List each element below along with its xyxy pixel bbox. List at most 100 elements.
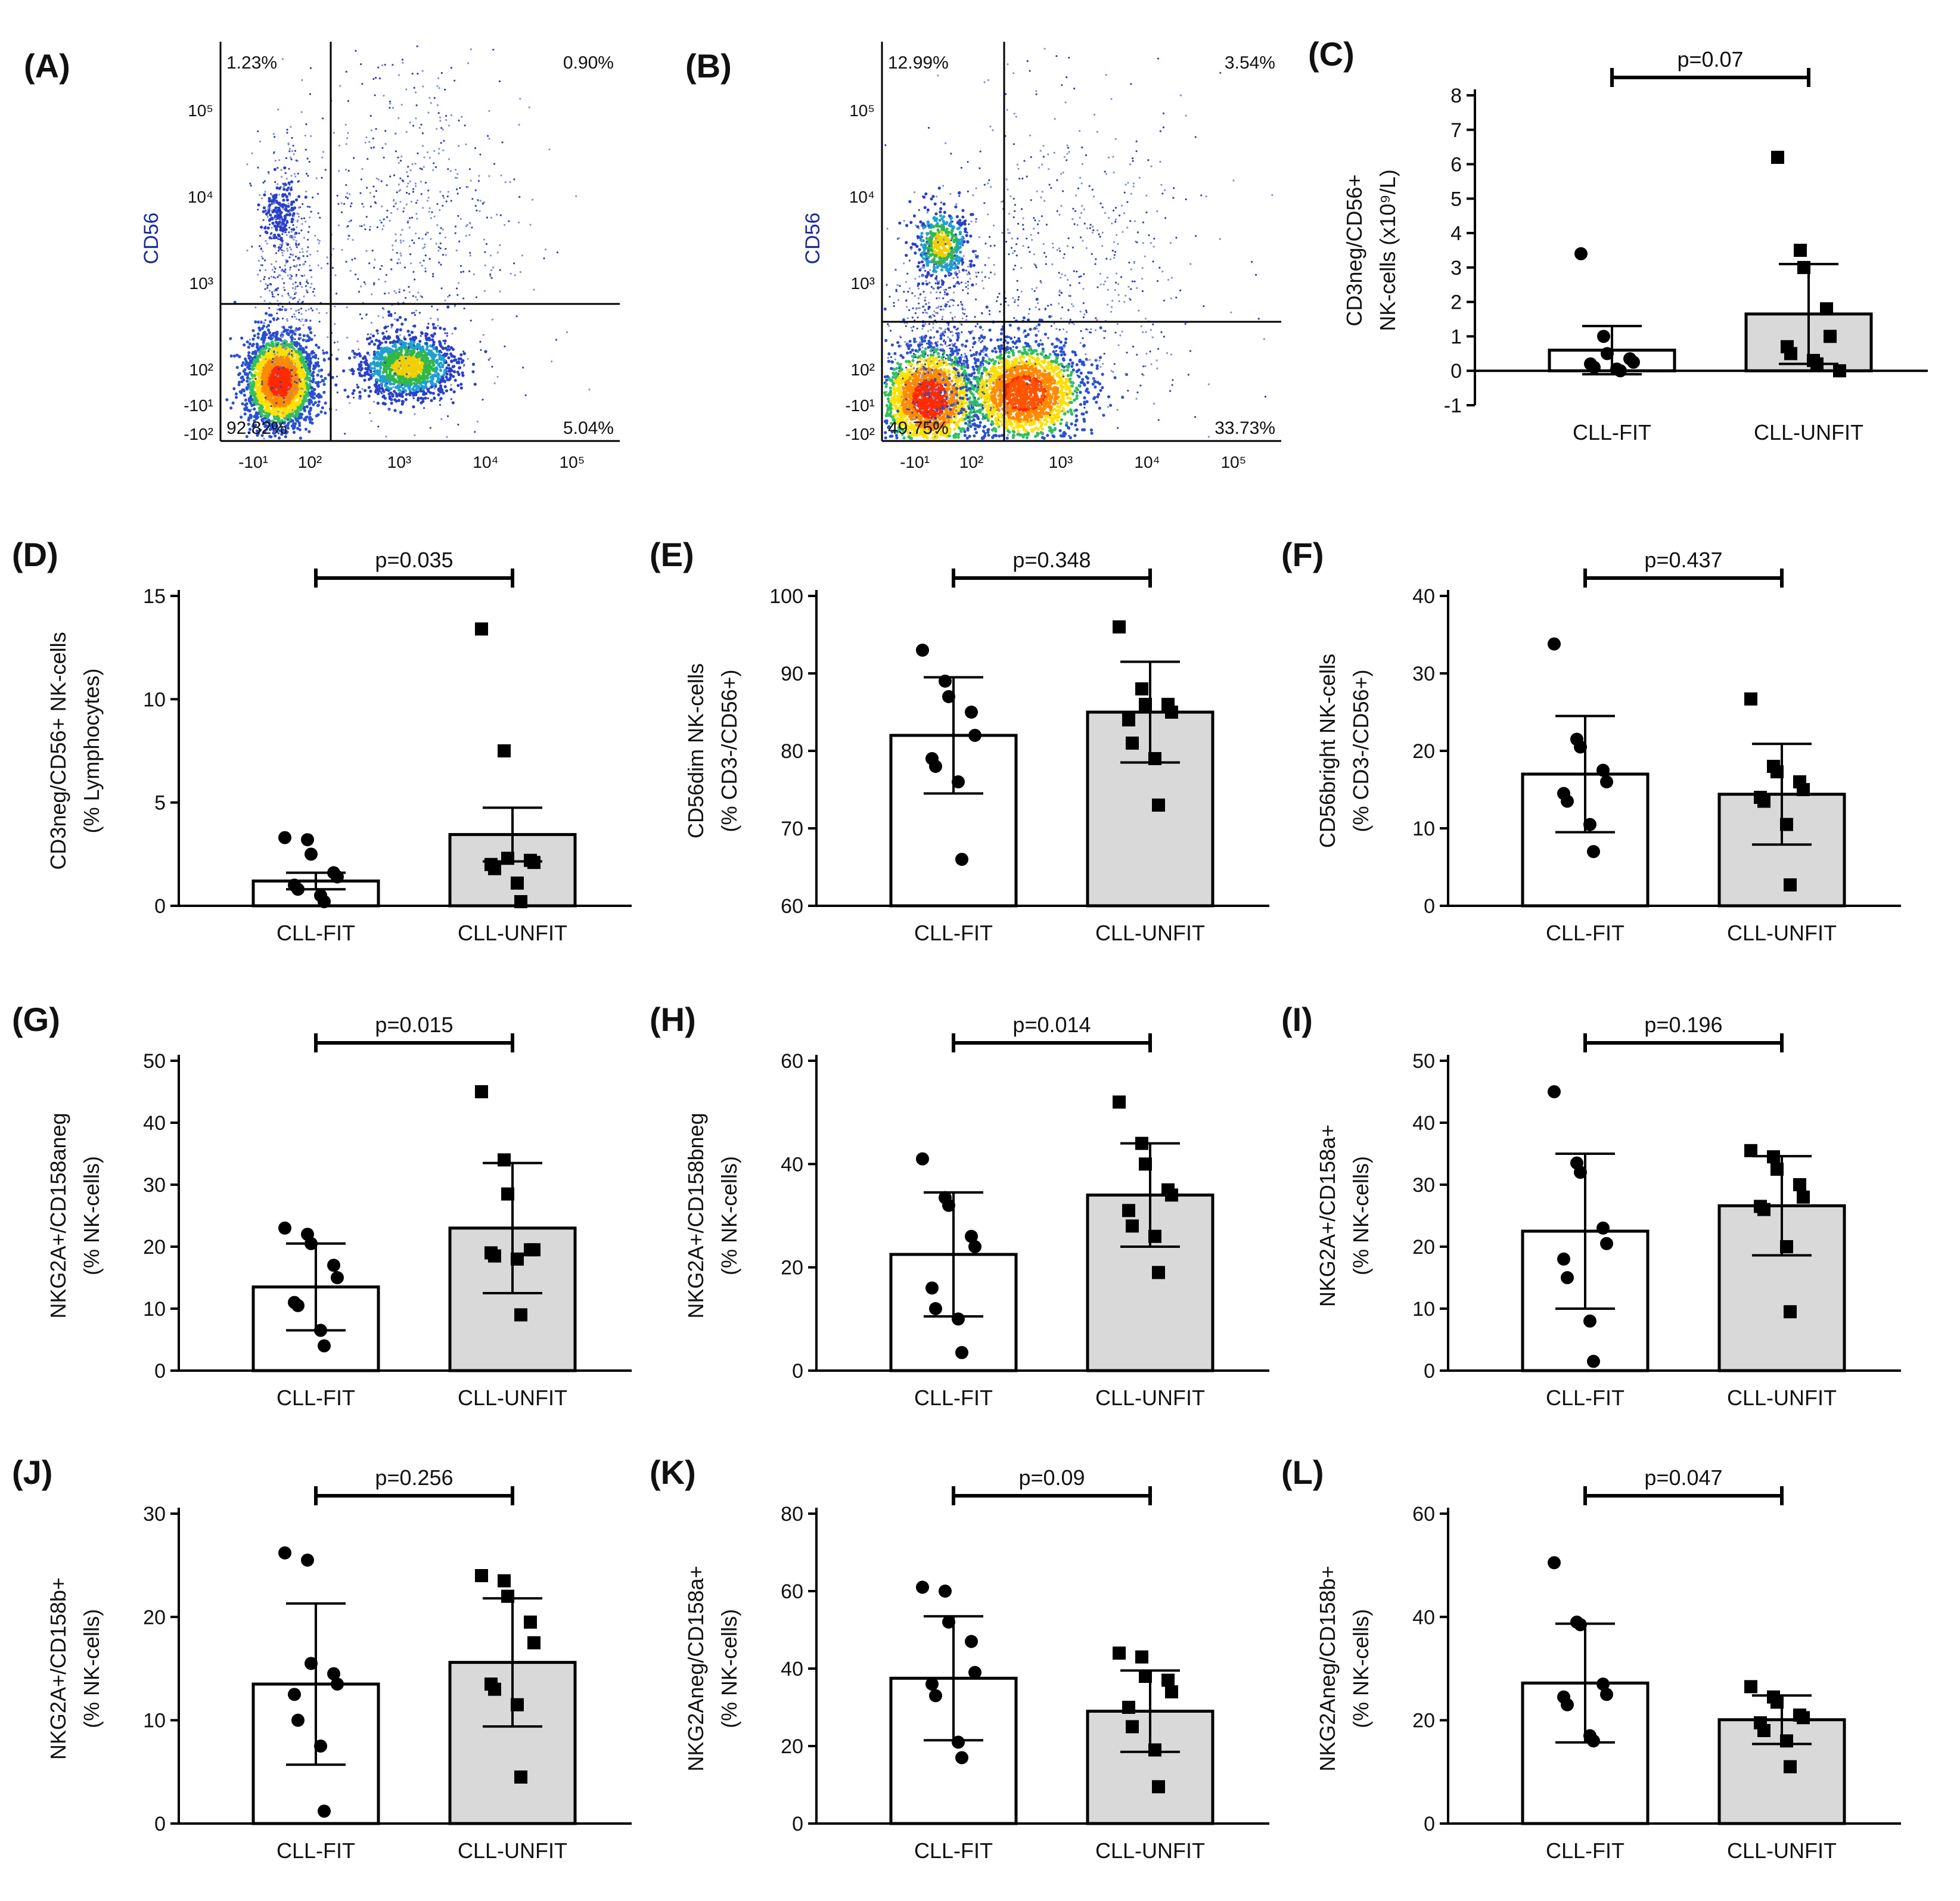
event-dot-4	[281, 326, 283, 328]
event-dot-4	[304, 320, 306, 322]
event-dot-4	[283, 397, 285, 399]
event-dot-0	[268, 402, 271, 405]
event-dot-0	[271, 344, 275, 348]
event-dot-3	[345, 70, 347, 73]
event-dot-3	[402, 240, 405, 242]
event-dot-3	[420, 123, 423, 126]
event-dot-4	[281, 176, 283, 178]
event-dot-1	[443, 327, 446, 331]
event-dot-0	[229, 337, 232, 340]
event-dot-0	[258, 328, 262, 332]
event-dot-3	[412, 295, 415, 297]
event-dot-0	[243, 368, 247, 372]
event-dot-4	[287, 293, 290, 295]
event-dot-0	[246, 340, 249, 344]
event-dot-0	[225, 398, 229, 402]
event-dot-0	[247, 383, 250, 387]
event-dot-3	[529, 223, 532, 226]
event-dot-3	[439, 403, 442, 406]
event-dot-3	[359, 225, 361, 227]
event-dot-3	[488, 138, 490, 140]
event-dot-4	[288, 150, 291, 153]
event-dot-3	[399, 201, 402, 203]
event-dot-3	[363, 223, 365, 226]
event-dot-1	[424, 361, 428, 365]
event-dot-3	[471, 226, 473, 229]
event-dot-3	[462, 365, 465, 367]
event-dot-1	[351, 372, 355, 375]
event-dot-3	[318, 369, 320, 372]
event-dot-1	[408, 378, 412, 383]
event-dot-3	[390, 259, 393, 261]
event-dot-4	[286, 247, 288, 250]
event-dot-0	[265, 383, 268, 386]
event-dot-3	[430, 317, 432, 319]
event-dot-1	[367, 386, 371, 389]
event-dot-3	[310, 210, 312, 213]
event-dot-3	[492, 266, 495, 269]
event-dot-0	[256, 364, 260, 367]
event-dot-0	[282, 358, 286, 362]
event-dot-1	[390, 349, 394, 352]
event-dot-3	[397, 184, 400, 186]
event-dot-3	[418, 312, 421, 314]
event-dot-0	[246, 365, 250, 369]
event-dot-0	[253, 419, 256, 423]
event-dot-0	[280, 419, 284, 423]
event-dot-1	[334, 383, 338, 387]
event-dot-4	[263, 346, 265, 348]
event-dot-4	[290, 231, 293, 233]
event-dot-3	[433, 97, 436, 100]
event-dot-0	[325, 351, 328, 355]
event-dot-3	[524, 394, 527, 396]
event-dot-0	[311, 380, 315, 384]
event-dot-3	[334, 323, 336, 325]
event-dot-3	[344, 168, 347, 171]
event-dot-1	[418, 380, 423, 384]
event-dot-4	[291, 287, 294, 289]
event-dot-0	[287, 381, 291, 384]
event-dot-0	[262, 386, 265, 389]
event-dot-3	[393, 174, 396, 176]
event-dot-1	[390, 323, 394, 327]
event-dot-1	[420, 361, 424, 365]
event-dot-1	[387, 354, 392, 358]
event-dot-1	[451, 401, 455, 405]
event-dot-3	[401, 229, 403, 231]
event-dot-0	[269, 313, 273, 317]
event-dot-0	[302, 338, 305, 342]
event-dot-4	[295, 240, 297, 242]
event-dot-3	[383, 218, 385, 220]
event-dot-0	[305, 369, 309, 372]
event-dot-4	[300, 307, 303, 310]
event-dot-0	[297, 337, 301, 341]
event-dot-4	[295, 266, 297, 268]
event-dot-3	[482, 203, 484, 205]
event-dot-1	[352, 389, 356, 393]
event-dot-4	[274, 271, 276, 273]
event-dot-3	[361, 167, 364, 170]
event-dot-3	[458, 362, 461, 365]
event-dot-1	[450, 360, 453, 364]
event-dot-0	[309, 408, 312, 412]
event-dot-0	[324, 377, 327, 380]
event-dot-1	[421, 397, 425, 400]
event-dot-0	[293, 333, 297, 336]
event-dot-0	[299, 344, 302, 348]
event-dot-1	[398, 372, 402, 375]
event-dot-3	[350, 202, 353, 204]
event-dot-4	[285, 234, 288, 237]
event-dot-4	[266, 325, 268, 328]
event-dot-2	[263, 193, 266, 197]
event-dot-4	[294, 363, 296, 365]
event-dot-1	[379, 366, 383, 369]
event-dot-3	[434, 166, 437, 168]
event-dot-4	[278, 394, 280, 396]
event-dot-0	[297, 327, 302, 330]
event-dot-4	[290, 248, 293, 251]
event-dot-3	[409, 180, 411, 182]
event-dot-0	[240, 380, 244, 384]
event-dot-4	[288, 226, 291, 229]
event-dot-1	[426, 367, 430, 371]
event-dot-4	[271, 269, 274, 271]
